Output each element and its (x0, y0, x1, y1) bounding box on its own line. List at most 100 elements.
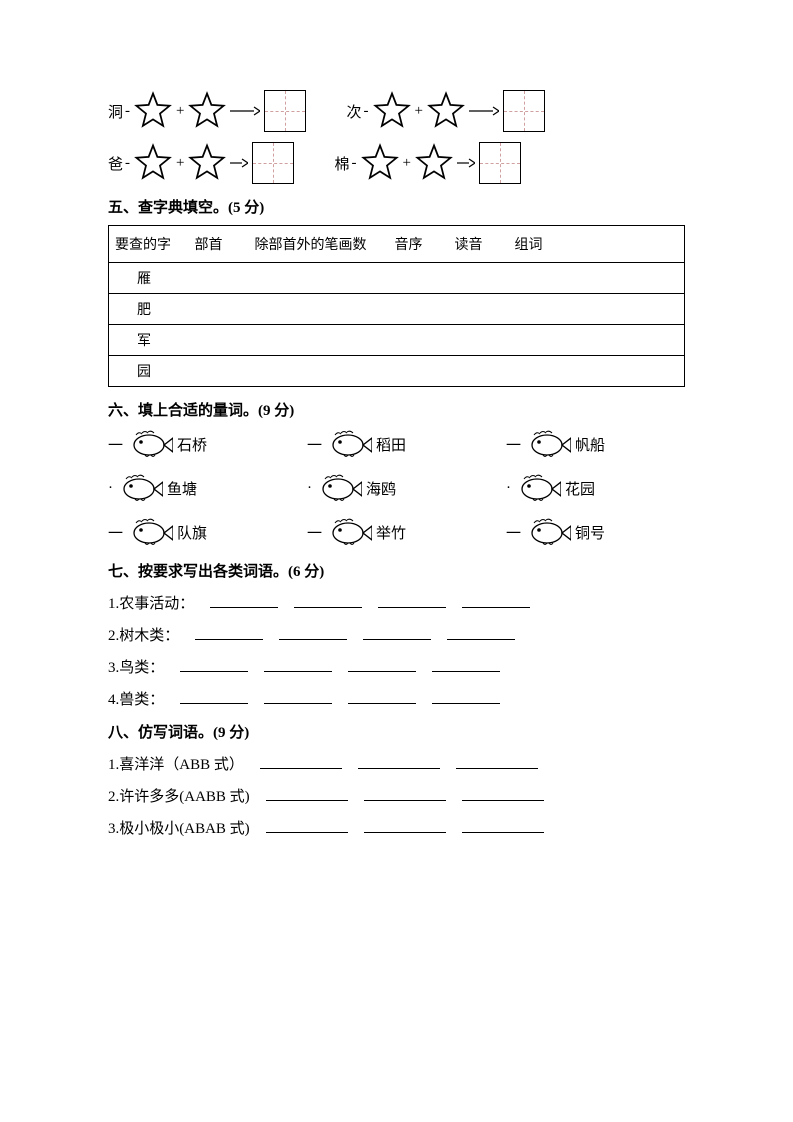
measure-item: 一 队旗 (108, 516, 287, 548)
blank-input[interactable] (462, 818, 544, 833)
blank-input[interactable] (456, 754, 538, 769)
blank-input[interactable] (264, 689, 332, 704)
fish-icon (127, 516, 173, 548)
blank-input[interactable] (348, 689, 416, 704)
blank-input[interactable] (266, 818, 348, 833)
star-icon (186, 142, 228, 184)
star-icon (413, 142, 455, 184)
answer-grid-box[interactable] (264, 90, 306, 132)
blank-input[interactable] (279, 625, 347, 640)
plus-sign: + (176, 103, 184, 120)
source-char: 洞 (108, 101, 123, 122)
category-label: 1.农事活动： (108, 592, 194, 613)
char-cell: 军 (109, 325, 685, 356)
plus-sign: + (415, 103, 423, 120)
word-category-line: 3.鸟类： (108, 656, 685, 677)
answer-grid-box[interactable] (252, 142, 294, 184)
star-icon (132, 142, 174, 184)
col-header: 要查的字 (109, 226, 189, 263)
fish-icon (316, 472, 362, 504)
source-char: 棉 (334, 153, 349, 174)
blank-input[interactable] (260, 754, 342, 769)
arrow-icon (469, 105, 499, 117)
blank-input[interactable] (195, 625, 263, 640)
category-label: 2.树木类： (108, 624, 179, 645)
section8-title: 八、仿写词语。(9 分) (108, 721, 685, 742)
star-icon (186, 90, 228, 132)
blank-input[interactable] (363, 625, 431, 640)
pattern-line: 3.极小极小(ABAB 式) (108, 817, 685, 838)
arrow-icon (457, 157, 475, 169)
pattern-line: 1.喜洋洋（ABB 式） (108, 753, 685, 774)
blank-input[interactable] (358, 754, 440, 769)
col-header: 读音 (449, 226, 509, 263)
blank-input[interactable] (180, 689, 248, 704)
pattern-label: 1.喜洋洋（ABB 式） (108, 753, 244, 774)
prefix: 一 (108, 434, 123, 455)
source-char: 爸 (108, 153, 123, 174)
blank-input[interactable] (378, 593, 446, 608)
char-cell: 雁 (109, 263, 685, 294)
blank-input[interactable] (432, 657, 500, 672)
blank-input[interactable] (447, 625, 515, 640)
section5-title: 五、查字典填空。(5 分) (108, 196, 685, 217)
minus-sign: - (364, 103, 369, 120)
category-label: 3.鸟类： (108, 656, 164, 677)
minus-sign: - (125, 103, 130, 120)
section7-title: 七、按要求写出各类词语。(6 分) (108, 560, 685, 581)
plus-sign: + (403, 155, 411, 172)
measure-item: 一 帆船 (506, 428, 685, 460)
blank-input[interactable] (264, 657, 332, 672)
fish-icon (515, 472, 561, 504)
prefix: 一 (506, 522, 521, 543)
fish-icon (525, 516, 571, 548)
fish-icon (525, 428, 571, 460)
minus-sign: - (352, 155, 357, 172)
star-item: 次 - + (346, 90, 544, 132)
blank-input[interactable] (462, 593, 530, 608)
measure-item: 一 铜号 (506, 516, 685, 548)
table-row: 军 (109, 325, 685, 356)
table-row: 肥 (109, 294, 685, 325)
blank-input[interactable] (364, 786, 446, 801)
measure-item: 一 举竹 (307, 516, 486, 548)
measure-item: 一 稻田 (307, 428, 486, 460)
blank-input[interactable] (348, 657, 416, 672)
pattern-label: 3.极小极小(ABAB 式) (108, 817, 250, 838)
char-cell: 园 (109, 356, 685, 387)
blank-input[interactable] (210, 593, 278, 608)
blank-input[interactable] (462, 786, 544, 801)
prefix: 一 (108, 522, 123, 543)
page-content: 洞 - + 次 - + 爸 - + (0, 0, 793, 909)
blank-input[interactable] (266, 786, 348, 801)
star-icon (132, 90, 174, 132)
col-header: 部首 (189, 226, 249, 263)
word: 举竹 (376, 522, 406, 543)
blank-input[interactable] (294, 593, 362, 608)
fish-icon (326, 428, 372, 460)
answer-grid-box[interactable] (479, 142, 521, 184)
blank-input[interactable] (364, 818, 446, 833)
answer-grid-box[interactable] (503, 90, 545, 132)
plus-sign: + (176, 155, 184, 172)
minus-sign: - (125, 155, 130, 172)
star-item: 爸 - + (108, 142, 294, 184)
arrow-icon (230, 157, 248, 169)
star-item: 棉 - + (334, 142, 520, 184)
word: 稻田 (376, 434, 406, 455)
word: 帆船 (575, 434, 605, 455)
word: 鱼塘 (167, 478, 197, 499)
blank-input[interactable] (180, 657, 248, 672)
measure-item: 一 石桥 (108, 428, 287, 460)
blank-input[interactable] (432, 689, 500, 704)
prefix: · (506, 480, 511, 497)
fish-icon (326, 516, 372, 548)
col-header: 音序 (389, 226, 449, 263)
word-category-line: 2.树木类： (108, 624, 685, 645)
source-char: 次 (346, 101, 361, 122)
measure-word-grid: 一 石桥 一 稻田 一 帆船 · 鱼塘 · 海鸥 · 花园 (108, 428, 685, 548)
star-icon (371, 90, 413, 132)
prefix: · (108, 480, 113, 497)
prefix: 一 (506, 434, 521, 455)
star-row: 爸 - + 棉 - + (108, 142, 685, 184)
